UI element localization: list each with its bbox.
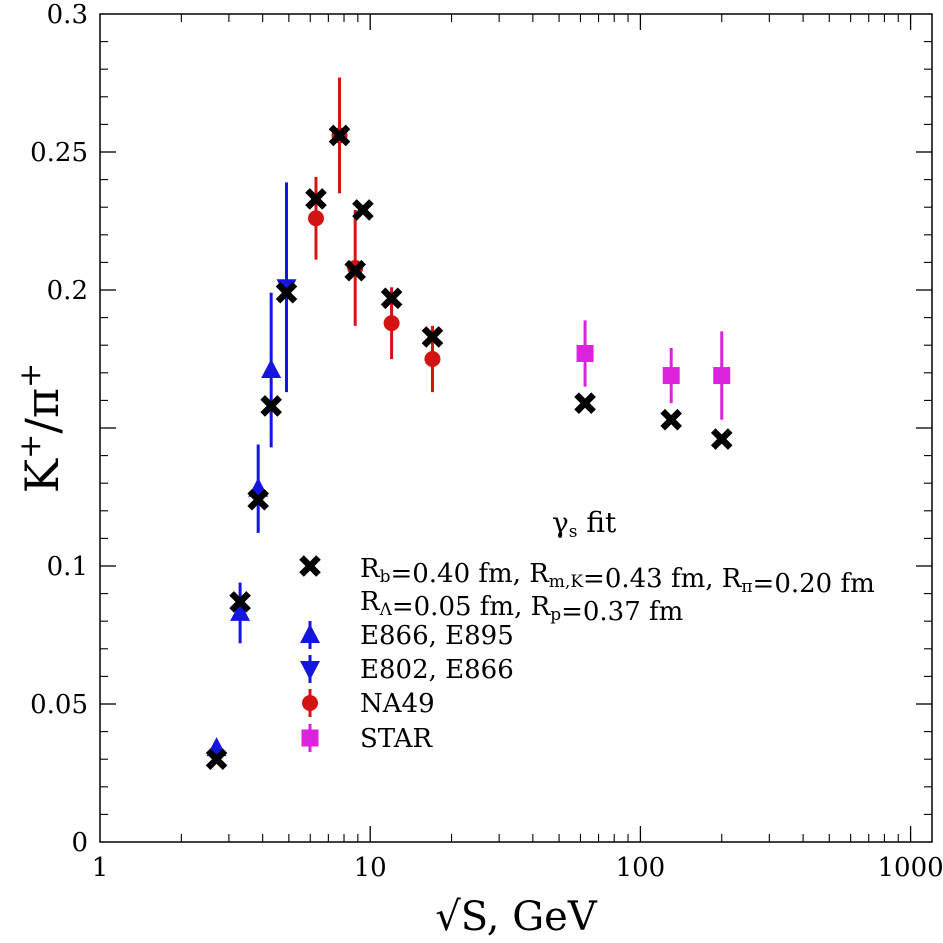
legend-subscript: Λ: [379, 600, 393, 620]
data-point-model: [380, 287, 403, 310]
data-point-model: [344, 259, 366, 282]
data-point-model: [574, 392, 596, 414]
data-point-e866-e895: [230, 601, 251, 621]
legend-subscript: π: [741, 577, 752, 597]
data-point-model: [421, 326, 444, 348]
plot-frame: [99, 13, 933, 843]
y-tick-label: 0.25: [30, 138, 88, 168]
y-tick-label: 0.2: [47, 276, 88, 306]
data-point-model: [260, 395, 282, 417]
legend-marker: [301, 729, 319, 747]
legend: γs fit Rb=0.40 fm, Rm,K=0.43 fm, Rπ=0.20…: [299, 506, 875, 754]
legend-title-gamma: γ: [552, 506, 569, 539]
y-axis-label-pi: /π: [15, 388, 69, 434]
data-point-model: [205, 748, 228, 770]
tick-labels: 1 10 100 1000 0 0.05 0.1 0.2 0.25 0.3: [30, 0, 943, 883]
data-point-model: [352, 199, 374, 221]
y-tick-label: 0.3: [47, 0, 88, 30]
y-axis-label: K+/π+: [13, 363, 69, 493]
data-point-na49: [424, 351, 441, 367]
legend-label: NA49: [360, 689, 435, 719]
data-point-model: [275, 281, 298, 304]
y-tick-label: 0: [71, 828, 88, 858]
legend-model-line1: Rb=0.40 fm, Rm,K=0.43 fm, Rπ=0.20 fm: [360, 554, 875, 599]
x-tick-label: 1000: [878, 853, 943, 883]
legend-title: γs fit: [552, 506, 617, 542]
y-tick-label: 0.1: [47, 552, 88, 582]
x-axis-label: √S, GeV: [435, 894, 598, 940]
data-point-model: [247, 488, 269, 511]
legend-title-sub: s: [569, 522, 578, 542]
legend-marker: [300, 661, 320, 680]
legend-label: STAR: [360, 724, 434, 754]
data-point-model: [305, 188, 327, 210]
data-markers: [205, 124, 733, 770]
y-axis-label-sup1: +: [13, 434, 48, 459]
data-point-model: [328, 124, 351, 147]
legend-marker: [299, 555, 321, 577]
legend-subscript: b: [380, 567, 391, 587]
data-point-star: [662, 367, 680, 385]
legend-label: E802, E866: [360, 655, 514, 685]
legend-marker: [302, 695, 318, 711]
legend-label: E866, E895: [360, 621, 514, 651]
data-point-model: [660, 408, 682, 431]
data-point-e866-e895: [261, 359, 282, 379]
y-axis-label-sup2: +: [13, 363, 48, 388]
legend-marker: [300, 624, 320, 643]
x-tick-label: 100: [616, 853, 666, 883]
legend-subscript: p: [550, 605, 561, 625]
x-tick-label: 10: [354, 853, 387, 883]
data-point-na49: [383, 315, 400, 332]
legend-title-rest: fit: [577, 506, 617, 539]
minor-ticks: [100, 14, 932, 842]
major-ticks: [100, 14, 932, 842]
y-axis-label-k: K: [15, 457, 69, 493]
x-tick-label: 1: [92, 853, 109, 883]
data-point-star: [576, 344, 594, 362]
legend-model-line2: RΛ=0.05 fm, Rp=0.37 fm: [360, 587, 683, 627]
legend-subscript: m,K: [549, 572, 584, 592]
data-point-model: [710, 428, 733, 450]
y-tick-label: 0.05: [30, 690, 88, 720]
data-point-model: [229, 591, 251, 613]
data-point-star: [713, 367, 731, 385]
legend-entries: E866, E895 E802, E866 NA49 STAR: [299, 555, 514, 754]
data-point-na49: [307, 210, 324, 227]
